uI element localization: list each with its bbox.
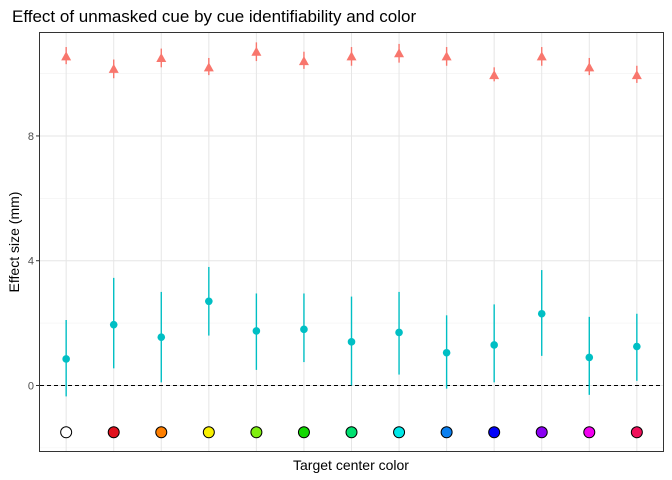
triangle-point xyxy=(203,62,214,72)
triangle-point xyxy=(489,70,500,80)
circle-point xyxy=(490,341,498,349)
triangle-point xyxy=(298,56,309,66)
triangle-point xyxy=(346,51,357,61)
triangle-point xyxy=(536,51,547,61)
y-axis-label: Effect size (mm) xyxy=(6,192,22,293)
circle-point xyxy=(537,309,546,318)
color-swatch xyxy=(107,426,120,439)
x-axis-label: Target center color xyxy=(293,457,409,473)
circle-point xyxy=(395,328,403,337)
circle-point xyxy=(585,353,594,362)
color-swatch xyxy=(60,426,73,439)
circle-point xyxy=(442,348,451,357)
circle-point xyxy=(205,297,213,306)
circle-point xyxy=(157,333,166,341)
triangle-point xyxy=(584,62,595,72)
circle-point xyxy=(300,325,308,334)
color-swatches xyxy=(60,426,643,439)
triangle-point xyxy=(156,52,167,62)
triangle-point xyxy=(394,48,405,58)
circle-point xyxy=(252,327,261,335)
circle-point xyxy=(62,355,70,363)
y-tick-label: 4 xyxy=(28,256,34,268)
circle-point xyxy=(633,342,641,351)
color-swatch xyxy=(202,426,215,439)
triangle-point xyxy=(251,46,262,56)
circle-point xyxy=(109,320,118,329)
y-tick-label: 0 xyxy=(28,380,34,392)
plot-panel-border xyxy=(39,32,664,452)
triangle-point xyxy=(631,70,642,80)
color-swatch xyxy=(583,426,596,439)
chart-title: Effect of unmasked cue by cue identifiab… xyxy=(12,7,416,26)
color-swatch xyxy=(488,426,501,439)
color-swatch xyxy=(155,426,168,439)
color-swatch xyxy=(440,426,453,439)
circle-point xyxy=(347,338,356,346)
color-swatch xyxy=(630,426,643,439)
color-swatch xyxy=(250,426,263,439)
color-swatch xyxy=(345,426,358,439)
triangle-point xyxy=(441,51,452,61)
color-swatch xyxy=(535,426,548,439)
data-marks xyxy=(61,42,642,397)
color-swatch xyxy=(297,426,310,439)
color-swatch xyxy=(393,426,406,439)
triangle-point xyxy=(108,63,119,73)
y-tick-label: 8 xyxy=(28,131,34,143)
triangle-point xyxy=(61,51,72,61)
